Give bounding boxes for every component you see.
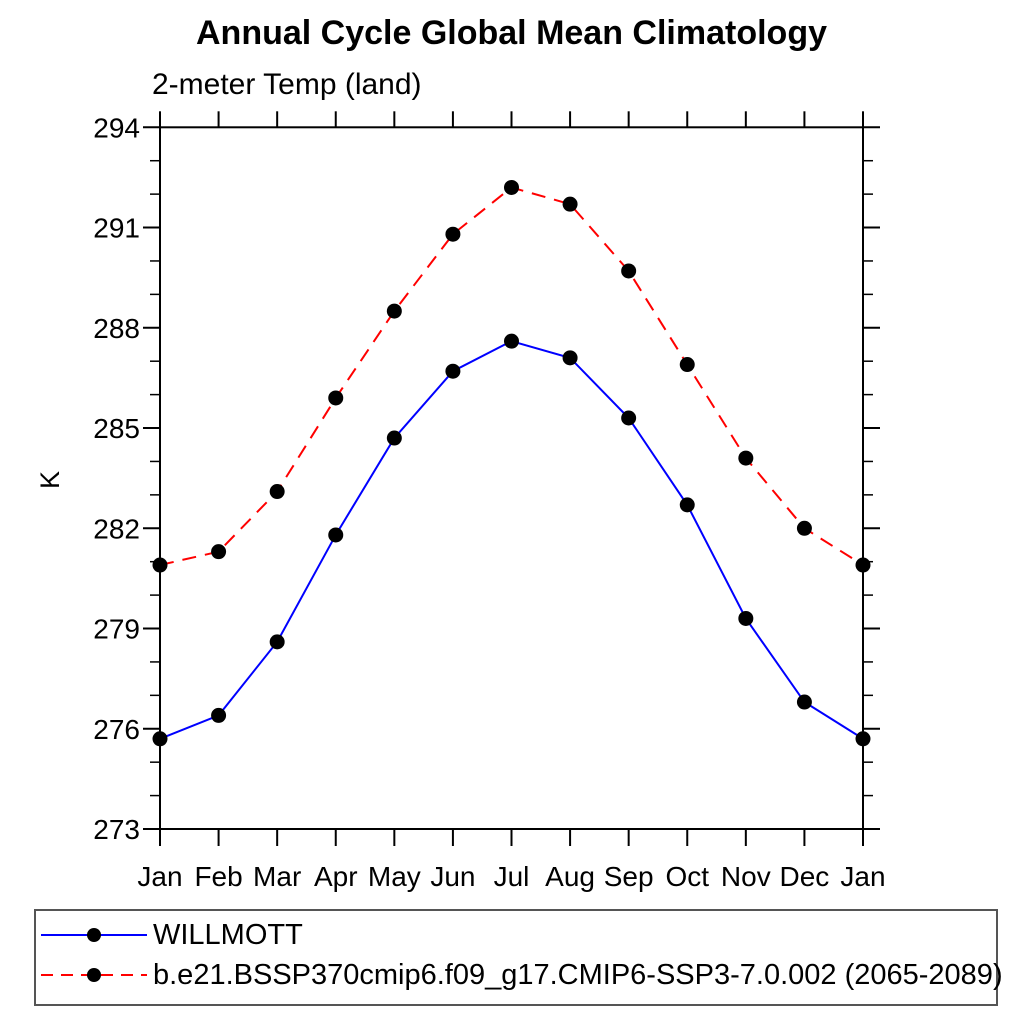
data-point (328, 527, 344, 543)
data-point (269, 484, 285, 500)
plot-frame (159, 126, 864, 831)
data-point (211, 544, 227, 560)
x-tick-label: Jul (494, 861, 530, 892)
data-point (152, 557, 168, 573)
data-point (855, 557, 871, 573)
data-point (796, 694, 812, 710)
legend-label-model: b.e21.BSSP370cmip6.f09_g17.CMIP6-SSP3-7.… (153, 958, 1003, 991)
x-tick-label: Mar (253, 861, 301, 892)
legend-item-model: b.e21.BSSP370cmip6.f09_g17.CMIP6-SSP3-7.… (36, 955, 1003, 995)
data-point (796, 520, 812, 536)
data-point (445, 363, 461, 379)
y-tick-label: 279 (93, 614, 140, 645)
data-point (328, 390, 344, 406)
y-tick-label: 282 (93, 513, 140, 544)
x-tick-label: Dec (780, 861, 830, 892)
data-point (679, 357, 695, 373)
legend-line-sample-willmott (41, 928, 147, 942)
data-point (504, 333, 519, 349)
data-point (562, 350, 578, 366)
chart-subtitle: 2-meter Temp (land) (152, 68, 422, 101)
x-tick-label: Feb (194, 861, 242, 892)
x-tick-label: Jan (840, 861, 885, 892)
data-point (504, 179, 519, 195)
y-tick-label: 285 (93, 413, 140, 444)
x-tick-label: Sep (604, 861, 654, 892)
y-tick-label: 294 (93, 112, 140, 143)
data-point (269, 634, 285, 650)
x-tick-label: Jan (137, 861, 182, 892)
data-point (445, 226, 461, 242)
data-point (679, 497, 695, 513)
x-tick-label: Oct (665, 861, 709, 892)
legend-label-willmott: WILLMOTT (153, 918, 303, 951)
data-point (855, 731, 871, 747)
data-point (211, 707, 227, 723)
legend-item-willmott: WILLMOTT (36, 915, 996, 955)
y-tick-label: 291 (93, 213, 140, 244)
data-point (738, 450, 754, 466)
x-tick-label: May (368, 861, 421, 892)
data-point (621, 263, 637, 279)
data-point (386, 430, 402, 446)
legend-marker-dot (87, 928, 101, 942)
y-tick-label: 288 (93, 313, 140, 344)
data-point (386, 303, 402, 319)
data-point (738, 610, 754, 626)
y-tick-label: 276 (93, 714, 140, 745)
series-line-0 (159, 340, 864, 740)
series-line-1 (159, 186, 864, 567)
legend: WILLMOTT b.e21.BSSP370cmip6.f09_g17.CMIP… (34, 909, 1003, 1006)
x-tick-label: Nov (721, 861, 771, 892)
data-point (152, 731, 168, 747)
legend-line-sample-model (41, 968, 147, 982)
y-tick-label: 273 (93, 814, 140, 845)
data-point (621, 410, 637, 426)
page-title: Annual Cycle Global Mean Climatology (196, 14, 827, 52)
x-tick-label: Apr (314, 861, 358, 892)
x-tick-label: Aug (545, 861, 595, 892)
x-tick-label: Jun (430, 861, 475, 892)
legend-marker-dot (87, 968, 101, 982)
data-point (562, 196, 578, 212)
